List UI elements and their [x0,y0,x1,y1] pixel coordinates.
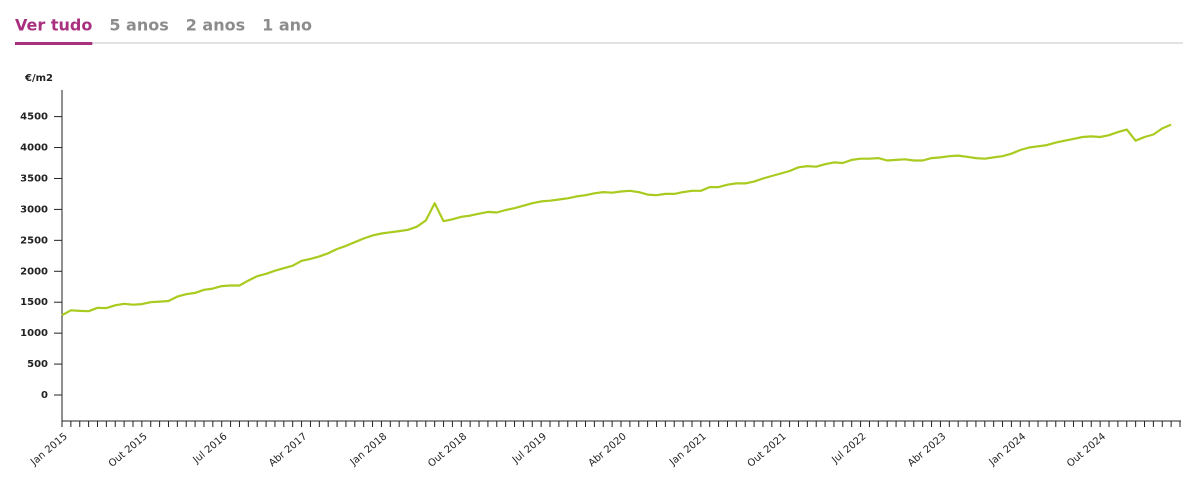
x-tick-label: Jan 2024 [987,431,1029,468]
tab[interactable]: 2 anos [186,16,245,35]
x-tick-label: Jul 2019 [510,431,549,466]
active-tab-underline [15,42,93,45]
x-tick-label: Abr 2020 [587,431,629,469]
y-axis-label: €/m2 [24,73,53,84]
y-tick-label: 1000 [20,328,48,339]
x-tick-label: Jan 2018 [348,431,390,468]
x-tick-label: Out 2018 [426,431,469,469]
y-tick-label: 0 [41,390,48,401]
x-tick-label: Jul 2022 [829,431,868,466]
tab[interactable]: 1 ano [262,16,312,35]
x-tick-label: Out 2021 [746,431,789,469]
y-tick-label: 3500 [20,173,48,184]
x-tick-label: Abr 2017 [267,431,309,469]
y-tick-label: 2500 [20,235,48,246]
x-tick-label: Jul 2016 [191,431,230,466]
y-tick-label: 4500 [20,112,48,123]
x-tick-label: Out 2024 [1065,431,1108,469]
y-tick-label: 4000 [20,143,48,154]
y-tick-label: 3000 [20,204,48,215]
tab[interactable]: 5 anos [109,16,168,35]
x-tick-label: Jan 2021 [667,431,709,468]
x-tick-label: Abr 2023 [906,431,948,469]
y-tick-label: 2000 [20,266,48,277]
y-tick-label: 1500 [20,297,48,308]
tab[interactable]: Ver tudo [15,16,92,35]
price-line [61,123,1172,317]
x-tick-label: Out 2015 [107,431,150,469]
x-tick-label: Jan 2015 [28,431,70,468]
y-tick-label: 500 [27,359,48,370]
